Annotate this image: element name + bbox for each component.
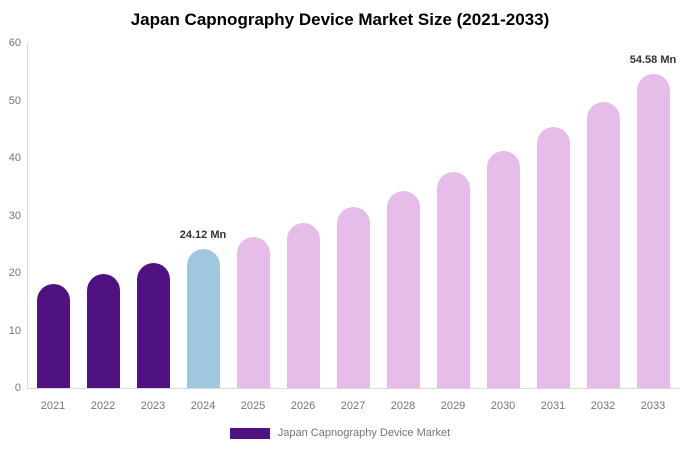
y-tick-0: 0 — [14, 382, 21, 394]
x-label-2028: 2028 — [390, 400, 416, 412]
x-label-2030: 2030 — [490, 400, 516, 412]
bar-2032 — [586, 102, 620, 388]
legend-swatch — [229, 427, 270, 439]
x-label-2025: 2025 — [240, 400, 266, 412]
y-tick-30: 30 — [8, 209, 21, 222]
y-tick-60: 60 — [8, 37, 21, 49]
y-tick-20: 20 — [8, 267, 21, 279]
bar-2025 — [236, 237, 270, 388]
y-tick-50: 50 — [8, 94, 21, 107]
x-label-2033: 2033 — [640, 400, 666, 412]
legend: Japan Capnography Device Market — [0, 427, 680, 439]
x-label-2027: 2027 — [340, 400, 366, 412]
x-label-2022: 2022 — [90, 400, 116, 412]
legend-label: Japan Capnography Device Market — [277, 427, 451, 439]
x-label-2032: 2032 — [590, 400, 616, 412]
bar-2029 — [436, 172, 470, 388]
bar-2031 — [536, 126, 570, 388]
y-tick-10: 10 — [8, 324, 21, 337]
bar-2033 — [636, 74, 670, 388]
bar-2023 — [136, 263, 170, 388]
bar-2030 — [486, 151, 520, 388]
x-axis-line — [27, 388, 680, 389]
bar-2028 — [386, 190, 420, 388]
x-label-2031: 2031 — [540, 400, 566, 412]
chart-title: Japan Capnography Device Market Size (20… — [130, 10, 550, 29]
bar-2022 — [86, 273, 120, 388]
bar-2021 — [36, 283, 70, 388]
y-axis-line — [27, 43, 28, 388]
x-label-2021: 2021 — [40, 400, 66, 412]
x-label-2026: 2026 — [290, 400, 316, 412]
x-label-2024: 2024 — [190, 400, 216, 412]
data-label-2033: 54.58 Mn — [629, 54, 677, 67]
bar-2026 — [286, 222, 320, 388]
bar-2027 — [336, 207, 370, 388]
x-label-2023: 2023 — [140, 400, 166, 412]
data-label-2024: 24.12 Mn — [179, 229, 227, 242]
bar-2024 — [186, 249, 220, 388]
x-label-2029: 2029 — [440, 400, 466, 412]
y-tick-40: 40 — [8, 152, 21, 164]
